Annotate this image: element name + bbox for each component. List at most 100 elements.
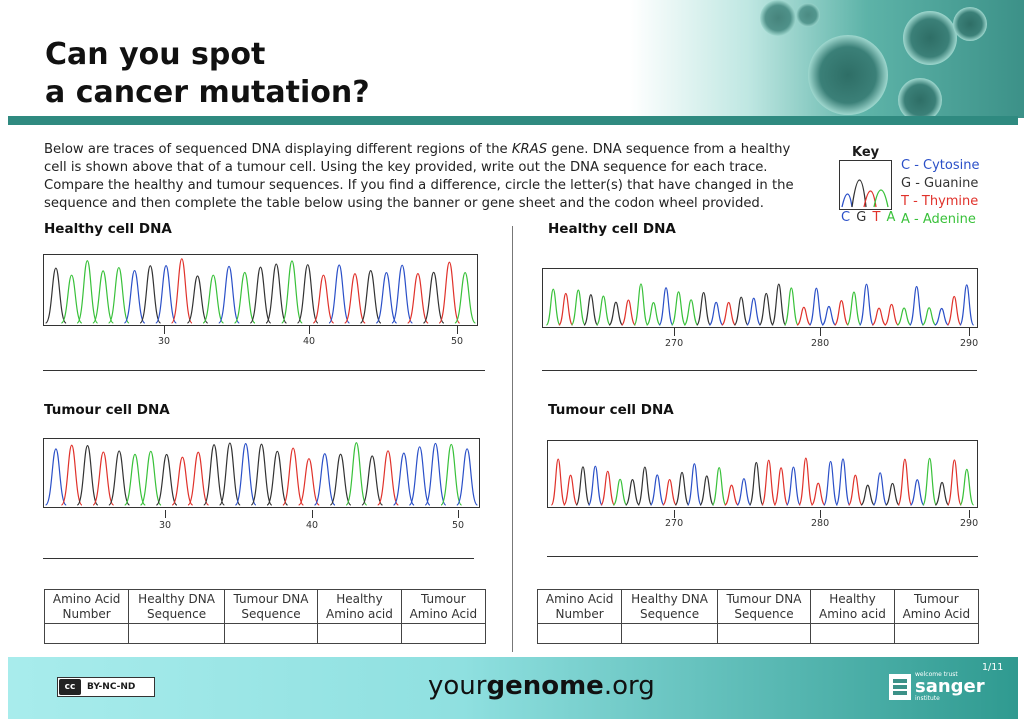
tick-label: 50	[452, 520, 465, 531]
trace-peak	[696, 291, 712, 326]
table-cell[interactable]	[536, 623, 623, 644]
trace-peak	[108, 450, 131, 506]
answer-line[interactable]	[43, 558, 474, 559]
tick-mark	[969, 510, 970, 518]
key-letters: C G T A	[841, 210, 896, 225]
tick-label: 290	[960, 338, 979, 349]
trace-peak	[884, 303, 899, 326]
trace-peak	[218, 265, 240, 324]
trace-peak	[296, 264, 319, 324]
trace-peak	[219, 442, 241, 506]
brand-logo[interactable]: yourgenome.org	[428, 671, 655, 701]
table-cell[interactable]	[621, 623, 718, 644]
tick-mark	[457, 326, 458, 334]
trace-peak	[897, 458, 913, 506]
trace-peak	[76, 260, 99, 324]
trace-peak	[946, 295, 962, 326]
tick-mark	[309, 326, 310, 334]
trace-peak	[683, 299, 699, 326]
sanger-logo[interactable]: welcome trust sanger institute	[889, 672, 985, 702]
trace-peak	[798, 457, 814, 506]
trace-peak	[139, 450, 162, 506]
trace-peak	[456, 448, 478, 506]
table-cell[interactable]	[317, 623, 402, 644]
table-cell[interactable]	[810, 623, 895, 644]
trace-peak	[60, 444, 83, 506]
trace-peak	[171, 456, 194, 506]
trace-peak	[361, 455, 384, 506]
trace-peak	[92, 451, 115, 506]
trace-peak	[281, 260, 303, 324]
trace-peak	[674, 471, 690, 506]
th-tumour-aa: Tumour Amino Acid	[893, 589, 980, 624]
table-cell[interactable]	[223, 623, 319, 644]
trace-peak	[711, 467, 727, 506]
key-title: Key	[852, 145, 880, 160]
answer-line[interactable]	[43, 370, 485, 371]
key-item-adenine: A - Adenine	[901, 212, 976, 227]
answer-line[interactable]	[547, 556, 978, 557]
trace-peak	[658, 287, 674, 326]
table-cell[interactable]	[128, 623, 225, 644]
trace-peak	[187, 451, 210, 506]
intro-text: Below are traces of sequenced DNA displa…	[44, 141, 804, 213]
key-item-thymine: T - Thymine	[901, 194, 979, 209]
trace-peak	[587, 465, 603, 506]
trace-peak	[646, 302, 661, 326]
trace-peak	[811, 482, 826, 506]
trace-peak	[859, 283, 874, 326]
cc-license-badge[interactable]: cc BY-NC-ND	[57, 677, 155, 697]
trace-peak	[249, 266, 272, 324]
trace-peak	[558, 292, 574, 326]
tumour-trace-right	[547, 440, 978, 508]
tick-label: 290	[960, 518, 979, 529]
trace-peak	[808, 287, 824, 326]
trace-peak	[359, 270, 382, 324]
th-healthy-seq: Healthy DNA Sequence	[128, 589, 225, 624]
trace-peak	[686, 463, 702, 506]
tick-mark	[165, 510, 166, 518]
trace-peak	[563, 474, 578, 506]
trace-peak	[440, 443, 463, 506]
tick-mark	[969, 328, 970, 336]
trace-peak	[921, 307, 937, 326]
tick-mark	[820, 510, 821, 518]
header-cell-image	[630, 0, 1024, 118]
table-cell[interactable]	[893, 623, 980, 644]
tumour-label-left: Tumour cell DNA	[44, 402, 170, 418]
trace-peak	[649, 474, 665, 506]
column-divider	[512, 226, 513, 652]
trace-peak	[773, 467, 789, 506]
trace-peak	[438, 261, 461, 324]
answer-line[interactable]	[542, 370, 977, 371]
trace-peak	[736, 478, 752, 506]
table-cell[interactable]	[400, 623, 487, 644]
th-tumour-aa: Tumour Amino Acid	[400, 589, 487, 624]
trace-peak	[637, 466, 653, 506]
trace-peak	[583, 294, 599, 326]
tick-mark	[820, 328, 821, 336]
trace-peak	[170, 258, 193, 324]
table-cell[interactable]	[716, 623, 812, 644]
key-letter-a: A	[886, 210, 897, 225]
page-title: Can you spot a cancer mutation?	[45, 36, 370, 112]
tick-label: 50	[451, 336, 464, 347]
trace-peak	[959, 284, 975, 326]
title-line-2: a cancer mutation?	[45, 75, 370, 110]
trace-peak	[860, 484, 875, 506]
gene-name: KRAS	[511, 142, 548, 157]
key-item-guanine: G - Guanine	[901, 176, 979, 191]
trace-peak	[60, 274, 83, 324]
brand-prefix: your	[428, 671, 487, 701]
table-cell[interactable]	[43, 623, 130, 644]
trace-peak	[885, 482, 900, 506]
trace-peak	[721, 301, 736, 326]
th-tumour-seq: Tumour DNA Sequence	[716, 589, 812, 624]
tick-label: 270	[665, 338, 684, 349]
trace-peak	[266, 450, 289, 506]
trace-peak	[328, 264, 351, 324]
trace-peak	[786, 466, 801, 506]
trace-peak	[155, 453, 178, 506]
trace-peak	[298, 458, 320, 506]
trace-peak	[620, 299, 636, 326]
